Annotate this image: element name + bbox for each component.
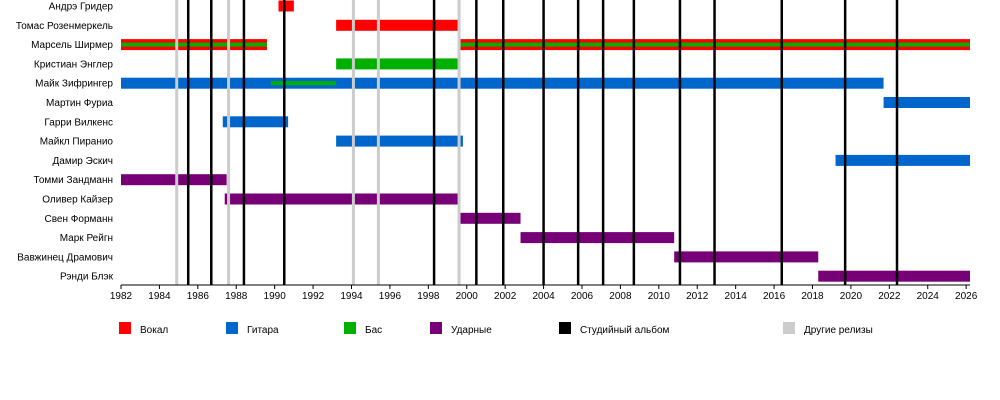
membership-bar-drums [459, 212, 521, 224]
x-tick-label: 2014 [725, 291, 748, 302]
legend-label-other: Другие релизы [804, 325, 873, 336]
x-tick-label: 2010 [648, 291, 671, 302]
membership-bar-drums [520, 232, 675, 244]
membership-bar-guitar [883, 97, 970, 108]
member-name: Гарри Вилкенс [44, 117, 113, 128]
x-tick-label: 1992 [302, 291, 325, 302]
x-tick-label: 2018 [801, 291, 824, 302]
legend-swatch-studio [559, 322, 571, 334]
legend-label-vocals: Вокал [140, 325, 168, 336]
membership-bar-guitar [222, 116, 289, 128]
member-name: Оливер Кайзер [42, 195, 113, 206]
x-tick-label: 1998 [417, 291, 440, 302]
member-name: Томми Зандманн [34, 175, 113, 186]
legend-swatch-drums [430, 322, 442, 334]
legend-swatch-guitar [226, 322, 238, 334]
x-tick-label: 1984 [148, 291, 171, 302]
x-tick-label: 1994 [340, 291, 363, 302]
membership-bars [121, 0, 970, 282]
member-names: Андрэ Гридер Томас Розенмеркель Марсель Ши… [16, 2, 114, 283]
member-name: Мартин Фуриа [46, 98, 113, 109]
legend-label-studio: Студийный альбом [580, 324, 670, 336]
x-tick-label: 1982 [110, 291, 133, 302]
x-tick-label: 2012 [686, 291, 709, 302]
member-name: Рэнди Блэк [60, 272, 114, 283]
x-tick-label: 1986 [187, 291, 210, 302]
legend-swatch-other [783, 322, 795, 334]
x-tick-label: 2026 [955, 291, 978, 302]
membership-bar-vocals [278, 0, 294, 12]
membership-bar-vocals [336, 19, 460, 31]
x-tick-label: 2008 [609, 291, 632, 302]
membership-bar-guitar [336, 135, 463, 147]
member-name: Майк Зифрингер [35, 78, 113, 90]
x-tick-label: 2024 [917, 291, 940, 302]
legend-label-guitar: Гитара [247, 325, 279, 336]
x-tick-label: 1996 [379, 291, 402, 302]
x-tick-label: 2000 [456, 291, 479, 302]
x-tick-label: 2016 [763, 291, 786, 302]
legend-label-drums: Ударные [451, 325, 492, 336]
legend-label-bass: Бас [365, 325, 382, 336]
x-tick-label: 2004 [532, 291, 555, 302]
x-axis: 1982 1984 1986 1988 1990 1992 1994 1996 1998 2000… [110, 284, 978, 302]
x-tick-label: 2022 [878, 291, 901, 302]
secondary-role-bar-bass [270, 81, 337, 86]
membership-bar-bass [336, 58, 460, 70]
secondary-role-bar-bass [121, 42, 267, 47]
membership-bar-drums [121, 174, 227, 186]
membership-bar-guitar [835, 154, 970, 166]
x-tick-label: 2002 [494, 291, 517, 302]
member-name: Дамир Эскич [53, 156, 114, 167]
x-tick-label: 1988 [225, 291, 248, 302]
membership-bar-drums [674, 251, 819, 263]
legend-swatch-bass [344, 322, 356, 334]
membership-bar-drums [224, 193, 460, 205]
x-tick-label: 2006 [571, 291, 594, 302]
member-name: Марк Рейгн [60, 233, 113, 244]
member-name: Кристиан Энглер [34, 59, 114, 70]
release-lines [175, 0, 899, 285]
x-tick-label: 2020 [840, 291, 863, 302]
x-tick-label: 1990 [264, 291, 287, 302]
member-name: Вавжинец Драмович [17, 252, 113, 263]
membership-bar-drums [818, 270, 970, 282]
member-name: Майкл Пиранио [40, 137, 114, 148]
legend-swatch-vocals [119, 322, 131, 334]
member-name: Свен Форманн [45, 214, 114, 225]
member-name: Андрэ Гридер [49, 2, 114, 13]
member-name: Марсель Ширмер [31, 40, 113, 51]
legend: Вокал Гитара Бас Ударные Студийный альбом Дру… [119, 322, 873, 336]
member-name: Томас Розенмеркель [16, 21, 113, 32]
